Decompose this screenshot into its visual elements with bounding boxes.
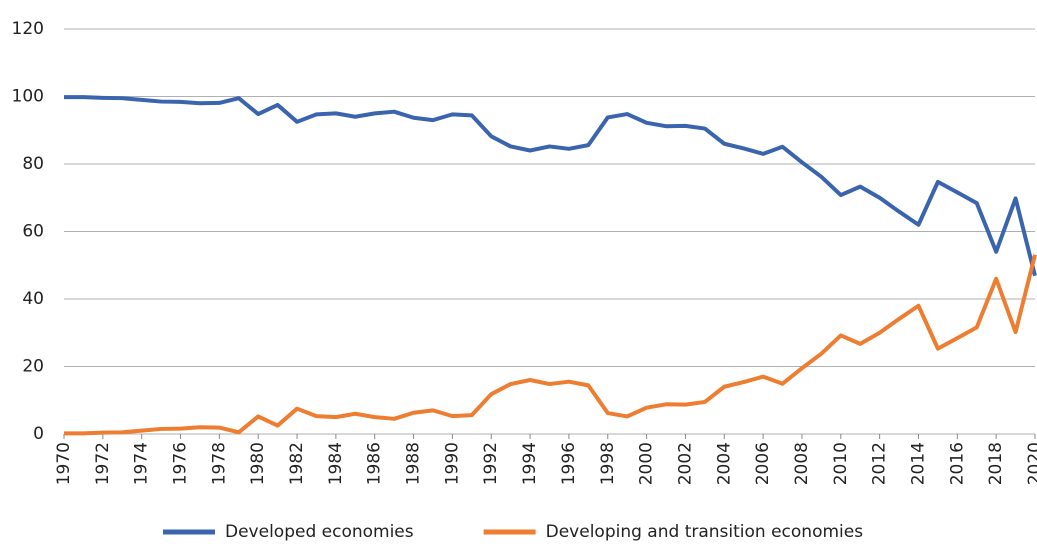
x-tick-label: 2010 — [831, 442, 851, 485]
x-tick-label: 2020 — [1025, 442, 1037, 485]
x-tick-label: 1972 — [93, 442, 113, 485]
legend-label: Developed economies — [225, 522, 414, 542]
x-tick-label: 1978 — [209, 442, 229, 485]
x-tick-label: 1982 — [287, 442, 307, 485]
x-tick-label: 1974 — [132, 442, 152, 485]
x-tick-label: 1988 — [404, 442, 424, 485]
x-tick-label: 2018 — [986, 442, 1006, 485]
x-tick-label: 1970 — [54, 442, 74, 485]
x-tick-label: 2008 — [792, 442, 812, 485]
x-tick-label: 2014 — [908, 442, 928, 485]
x-tick-label: 1996 — [559, 442, 579, 485]
y-tick-label: 40 — [22, 289, 44, 309]
x-tick-label: 1990 — [442, 442, 462, 485]
legend-label: Developing and transition economies — [546, 522, 864, 542]
series-line — [64, 254, 1037, 436]
x-tick-label: 2006 — [753, 442, 773, 485]
x-tick-label: 2004 — [714, 442, 734, 485]
x-tick-label: 1980 — [248, 442, 268, 485]
x-tick-label: 1984 — [326, 442, 346, 485]
y-tick-label: 20 — [22, 357, 44, 377]
y-tick-label: 0 — [33, 424, 44, 444]
y-tick-label: 100 — [12, 87, 44, 107]
x-tick-label: 1998 — [598, 442, 618, 485]
y-tick-label: 120 — [12, 19, 44, 39]
x-tick-label: 1994 — [520, 442, 540, 485]
x-tick-label: 1986 — [365, 442, 385, 485]
x-tick-label: 1992 — [481, 442, 501, 485]
y-tick-label: 60 — [22, 222, 44, 242]
series-line — [64, 95, 1037, 277]
x-tick-label: 2000 — [637, 442, 657, 485]
y-tick-label: 80 — [22, 154, 44, 174]
x-tick-label: 2002 — [675, 442, 695, 485]
x-tick-label: 2012 — [870, 442, 890, 485]
x-tick-label: 1976 — [171, 442, 191, 485]
x-tick-label: 2016 — [947, 442, 967, 485]
